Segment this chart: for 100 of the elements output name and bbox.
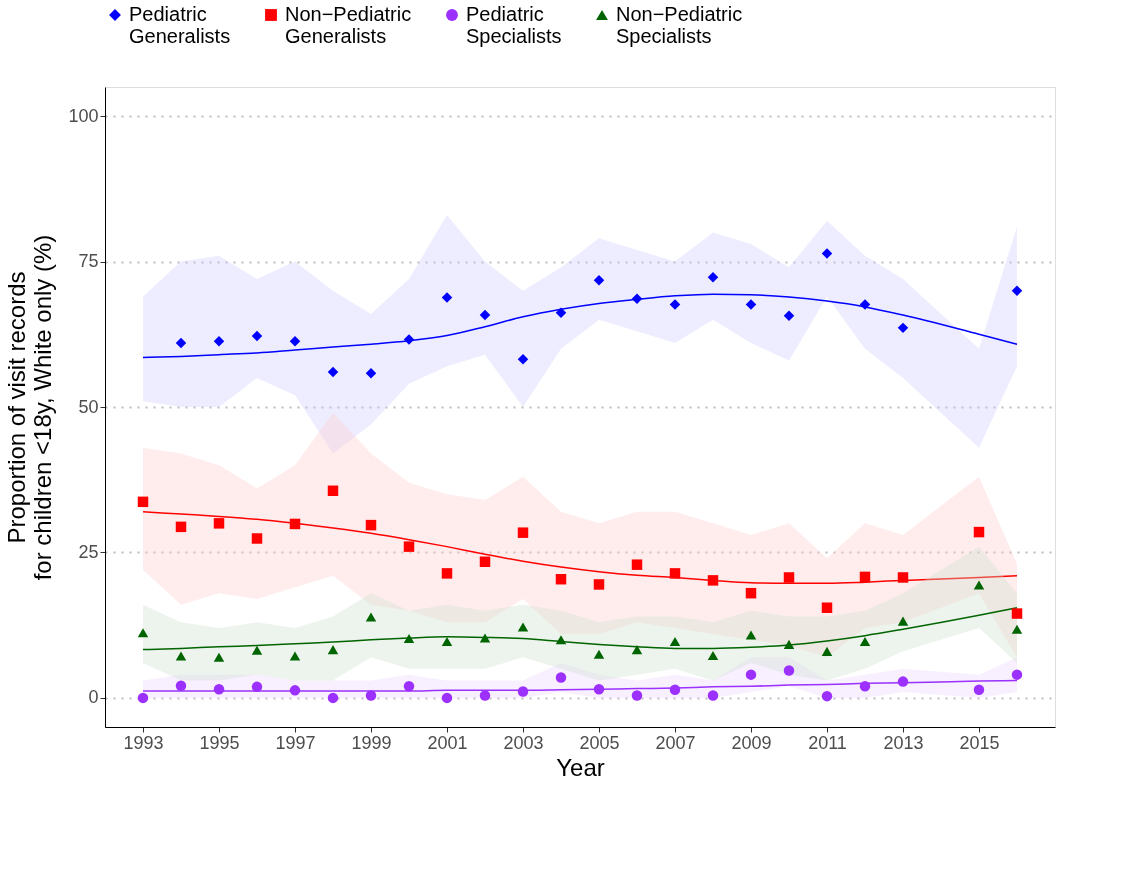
point [859,299,871,310]
point [555,672,567,683]
point [897,676,909,687]
x-tick-label: 2015 [959,732,1000,753]
point [973,580,985,590]
point [517,622,529,632]
point [517,354,529,365]
point [859,636,871,647]
point [897,616,909,626]
x-tick-label: 1999 [351,732,392,753]
x-tick-label: 1995 [199,732,240,753]
point [897,322,909,334]
point [441,692,453,704]
point [327,366,339,378]
point [441,636,453,647]
line-series [142,293,1018,359]
point [517,527,529,538]
point [479,309,491,321]
point [555,307,567,318]
point [783,665,795,676]
point [213,652,225,662]
y-tick-label: 25 [78,541,99,562]
point [365,690,377,701]
point [479,556,491,568]
point [745,669,757,680]
x-tick-label: 2013 [883,732,924,753]
y-axis-title: Proportion of visit records for children <18y, White only (%) [3,234,57,581]
point [669,568,681,579]
point [707,575,719,586]
point [175,521,187,533]
point [973,684,985,695]
point [289,651,301,661]
point [479,633,491,643]
point [707,650,719,660]
point [821,690,833,702]
point [669,684,681,695]
point [251,330,263,342]
legend-label: Non−Pediatric Generalists [285,3,412,47]
point [593,274,605,286]
point [859,681,871,692]
point [1011,669,1023,680]
point [631,293,643,305]
point [137,496,149,508]
point [289,685,301,696]
point [669,299,681,310]
point [251,681,263,693]
point [631,559,643,570]
point [555,635,567,645]
point [1011,285,1023,296]
y-tick-label: 75 [78,251,99,272]
y-tick-label: 0 [88,687,99,708]
y-tick-label: 50 [78,396,99,417]
legend-label: Non−Pediatric Specialists [616,3,743,47]
point [403,634,415,644]
point [175,680,187,691]
point [783,572,795,583]
point [631,645,643,655]
legend-label: Pediatric Generalists [129,3,231,47]
point [479,690,491,701]
point [707,690,719,701]
point [821,248,833,259]
point [555,573,567,585]
point [175,337,187,349]
point [441,292,453,303]
point [175,651,187,661]
point [365,612,377,622]
point [403,334,415,345]
point [517,686,529,697]
x-tick-label: 2011 [808,732,847,753]
x-tick-label: 2001 [427,732,468,753]
point [745,587,757,599]
x-tick-label: 2007 [655,732,696,753]
point [213,518,225,529]
point [327,692,339,704]
x-tick-label: 1993 [123,732,164,753]
point [213,336,225,347]
x-axis-title: Year [556,753,605,781]
line-series [142,510,1018,585]
point [745,630,757,640]
point [859,571,871,583]
point [403,541,415,552]
point [821,602,833,613]
point [707,272,719,283]
x-tick-label: 2009 [731,732,772,753]
point [1011,608,1023,619]
legend-label: Pediatric Specialists [466,3,562,47]
point [327,485,339,497]
point [973,526,985,538]
point [745,299,757,310]
point [783,639,795,649]
point [213,683,225,695]
point [669,636,681,647]
point [631,690,643,701]
point [403,681,415,692]
point [1011,624,1023,634]
point [783,310,795,321]
point [251,645,263,655]
point [593,683,605,695]
point [821,646,833,656]
point [289,518,301,530]
